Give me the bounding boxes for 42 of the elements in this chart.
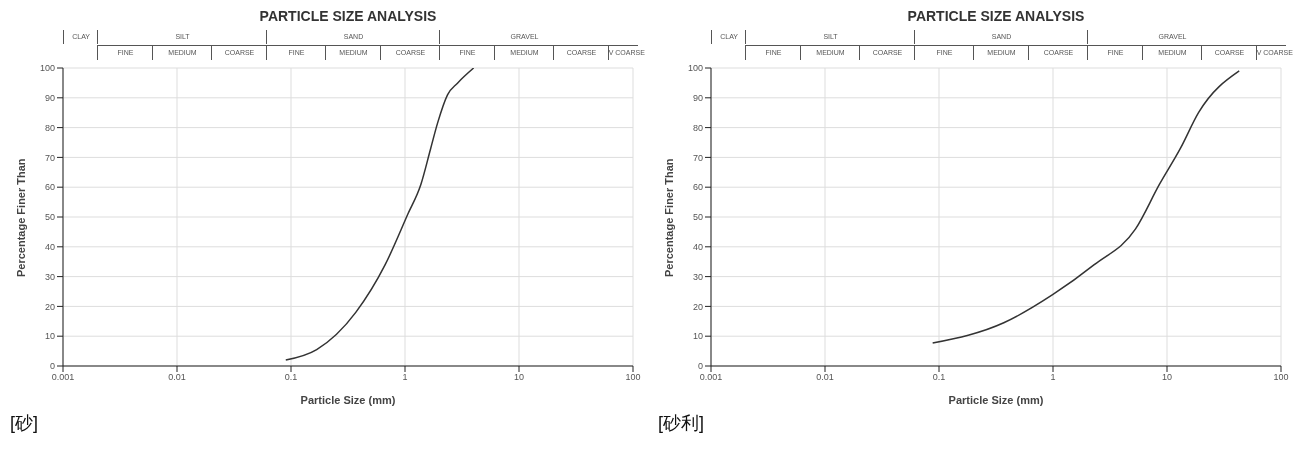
x-tick-label: 10 xyxy=(1161,372,1173,383)
x-tick-label: 0.1 xyxy=(932,372,946,383)
x-tick-label: 0.01 xyxy=(168,372,186,383)
y-tick-label: 40 xyxy=(44,242,55,252)
y-tick-label: 10 xyxy=(44,331,55,342)
y-tick-label: 30 xyxy=(44,271,55,282)
y-tick-label: 50 xyxy=(692,212,703,223)
x-axis-title: Particle Size (mm) xyxy=(948,394,1044,406)
x-axis-title: Particle Size (mm) xyxy=(300,394,396,406)
y-tick-label: 20 xyxy=(692,301,703,312)
y-axis-title: Percentage Finer Than xyxy=(662,158,675,277)
x-tick-label: 100 xyxy=(625,372,641,383)
y-axis-title: Percentage Finer Than xyxy=(14,158,27,277)
chart-title: PARTICLE SIZE ANALYSIS xyxy=(258,8,438,26)
x-tick-label: 1 xyxy=(1050,372,1056,383)
y-tick-label: 100 xyxy=(687,63,703,74)
y-tick-label: 90 xyxy=(692,93,703,103)
y-tick-label: 70 xyxy=(692,152,703,163)
y-tick-label: 100 xyxy=(39,63,55,74)
y-tick-label: 90 xyxy=(44,93,55,103)
x-tick-label: 0.1 xyxy=(284,372,298,383)
y-tick-label: 80 xyxy=(692,122,703,133)
y-tick-label: 30 xyxy=(692,271,703,282)
y-tick-label: 80 xyxy=(44,122,55,133)
x-tick-label: 0.01 xyxy=(816,372,834,383)
x-tick-label: 0.001 xyxy=(699,372,723,383)
y-tick-label: 0 xyxy=(49,361,55,372)
x-tick-label: 1 xyxy=(402,372,408,383)
text: [砂利] xyxy=(657,412,705,435)
y-tick-label: 70 xyxy=(44,152,55,163)
y-tick-label: 60 xyxy=(692,182,703,193)
y-tick-label: 40 xyxy=(692,242,703,252)
y-tick-label: 50 xyxy=(44,212,55,223)
y-tick-label: 20 xyxy=(44,301,55,312)
x-tick-label: 0.001 xyxy=(51,372,75,383)
chart-title: PARTICLE SIZE ANALYSIS xyxy=(906,8,1086,26)
y-tick-label: 10 xyxy=(692,331,703,342)
y-tick-label: 60 xyxy=(44,182,55,193)
x-tick-label: 100 xyxy=(1273,372,1289,383)
y-tick-label: 0 xyxy=(697,361,703,372)
text: [砂] xyxy=(9,412,39,435)
x-tick-label: 10 xyxy=(513,372,525,383)
